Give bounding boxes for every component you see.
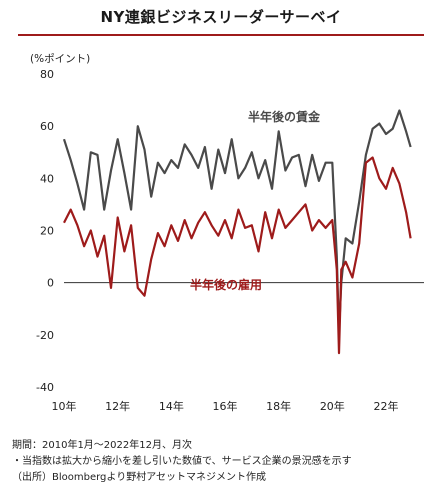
series-line-wage [62,109,412,334]
y-tick-label: 20 [40,225,54,238]
note-source: （出所）Bloombergより野村アセットマネジメント作成 [12,472,266,483]
x-tick-label: 22年 [373,399,398,413]
series-label-employment: 半年後の雇用 [190,277,262,292]
x-tick-label: 18年 [266,399,291,413]
title-underline [18,34,424,36]
note-definition: ・当指数は拡大から縮小を差し引いた数値で、サービス企業の景況感を示す [12,456,352,467]
y-tick-label: -20 [36,329,54,342]
series-label-wage: 半年後の賃金 [248,109,321,124]
y-axis-unit-label: (%ポイント) [30,53,91,65]
chart-title-container: NY連銀ビジネスリーダーサーベイ [0,6,442,27]
y-tick-label: 60 [40,120,54,133]
x-tick-label: 20年 [320,399,345,413]
note-period: 期間：2010年1月～2022年12月、月次 [12,440,192,451]
y-axis-ticks: -40 -20 0 20 40 60 80 [36,68,54,394]
y-tick-label: 40 [40,172,54,185]
y-tick-label: 0 [47,277,54,290]
y-tick-label: 80 [40,68,54,81]
x-tick-label: 10年 [52,399,77,413]
x-axis-ticks: 10年 12年 14年 16年 18年 20年 22年 [52,399,399,413]
chart-title: NY連銀ビジネスリーダーサーベイ [100,8,342,26]
x-tick-label: 12年 [105,399,130,413]
y-tick-label: -40 [36,381,54,394]
x-tick-label: 16年 [212,399,237,413]
series-line-employment [63,156,412,355]
x-tick-label: 14年 [159,399,184,413]
